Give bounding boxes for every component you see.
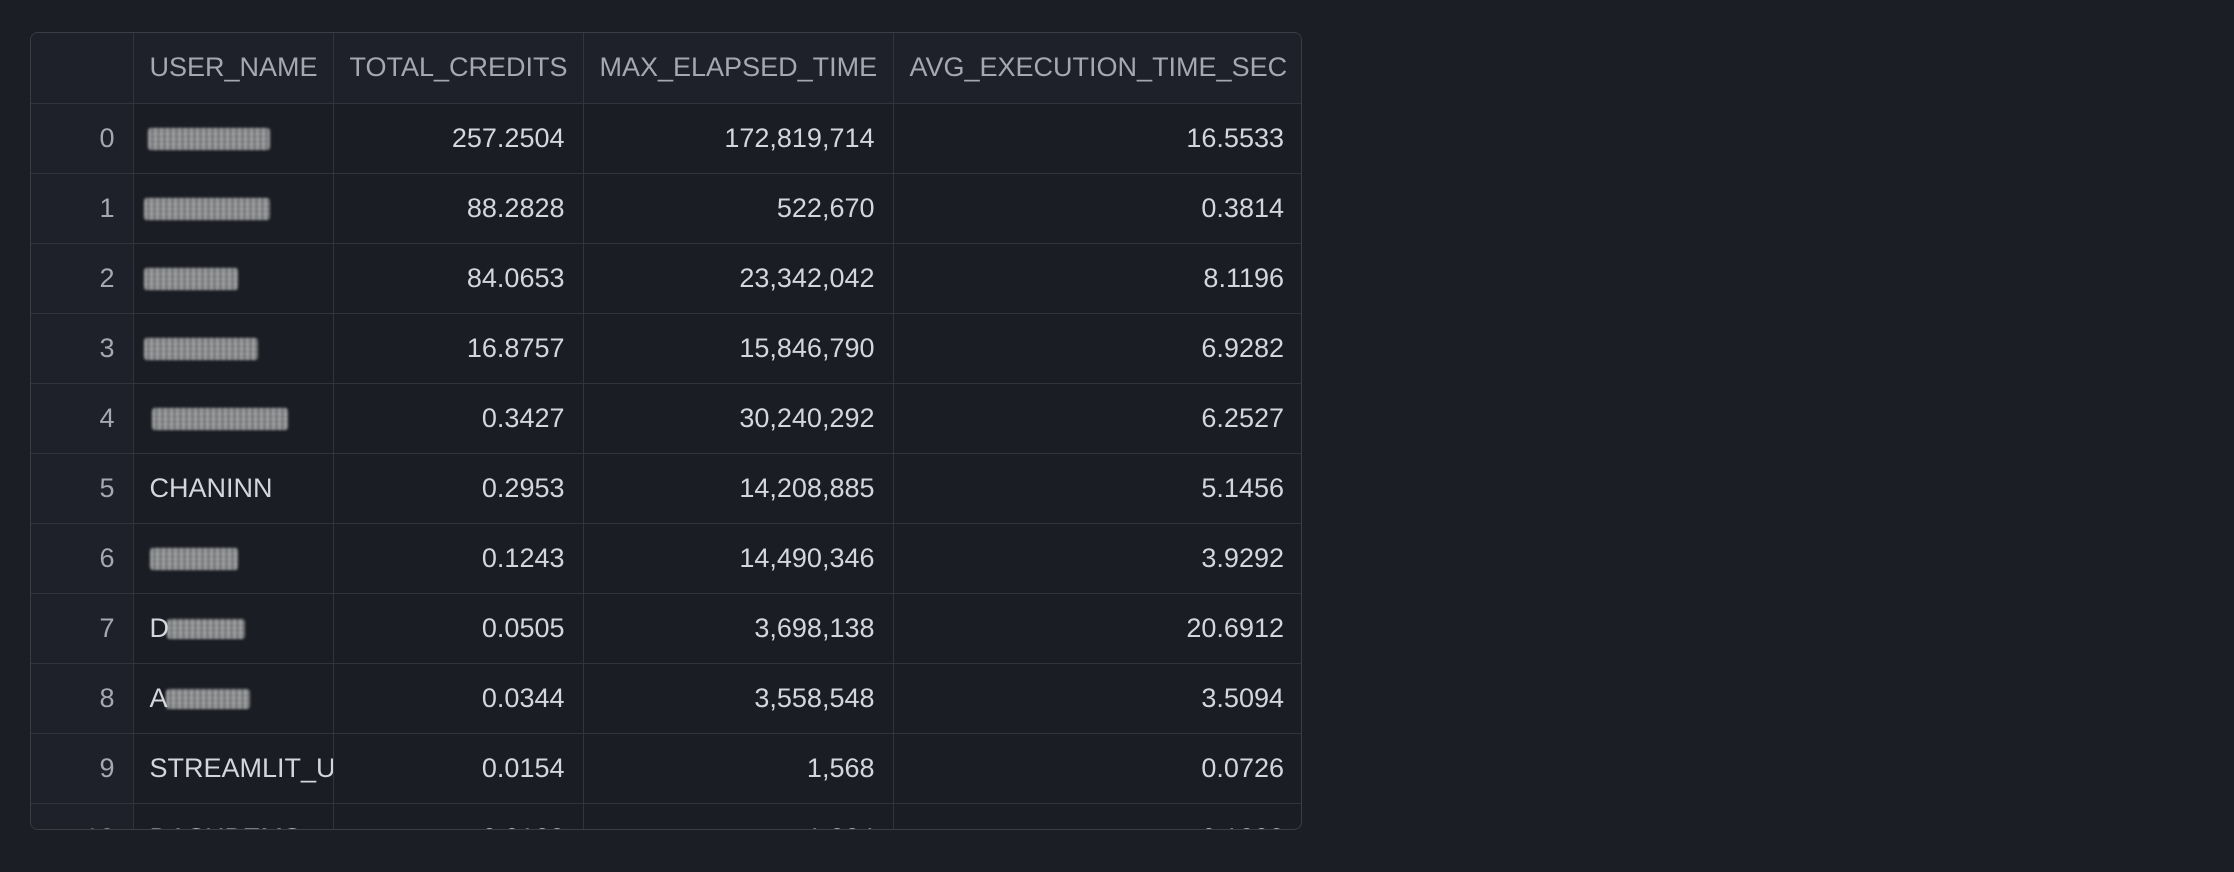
user-name-cell[interactable]: A <box>133 663 334 734</box>
user-name-cell[interactable] <box>133 173 334 244</box>
avg-execution-time-cell[interactable]: 0.1203 <box>893 803 1301 829</box>
redacted-text <box>143 338 258 361</box>
user-name-column-header[interactable]: USER_NAME <box>133 33 334 104</box>
max-elapsed-time-cell[interactable]: 3,558,548 <box>583 663 894 734</box>
table-row: 10 DASHBEMS 0.0123 1,324 0.1203 <box>31 803 1301 829</box>
table-row: 2 84.0653 23,342,042 8.1196 <box>31 243 1301 314</box>
row-index: 0 <box>31 103 134 174</box>
table-row: 3 16.8757 15,846,790 6.9282 <box>31 313 1301 384</box>
avg-execution-time-cell[interactable]: 20.6912 <box>893 593 1301 664</box>
table-row: 7 D 0.0505 3,698,138 20.6912 <box>31 593 1301 664</box>
table-row: 1 88.2828 522,670 0.3814 <box>31 173 1301 244</box>
table-row: 5 CHANINN 0.2953 14,208,885 5.1456 <box>31 453 1301 524</box>
redacted-text <box>165 689 250 710</box>
redacted-text <box>149 548 238 571</box>
user-name-cell[interactable]: CHANINN <box>133 453 334 524</box>
user-name-visible-part: D <box>149 612 170 643</box>
avg-execution-time-cell[interactable]: 3.5094 <box>893 663 1301 734</box>
total-credits-cell[interactable]: 257.2504 <box>333 103 584 174</box>
redacted-text <box>143 198 270 221</box>
max-elapsed-time-cell[interactable]: 522,670 <box>583 173 894 244</box>
row-index: 6 <box>31 523 134 594</box>
max-elapsed-time-cell[interactable]: 14,490,346 <box>583 523 894 594</box>
total-credits-column-header[interactable]: TOTAL_CREDITS <box>333 33 584 104</box>
total-credits-cell[interactable]: 0.1243 <box>333 523 584 594</box>
avg-execution-time-cell[interactable]: 6.2527 <box>893 383 1301 454</box>
table-row: 8 A 0.0344 3,558,548 3.5094 <box>31 663 1301 734</box>
max-elapsed-time-cell[interactable]: 23,342,042 <box>583 243 894 314</box>
total-credits-cell[interactable]: 84.0653 <box>333 243 584 314</box>
redacted-text <box>151 408 288 431</box>
max-elapsed-time-cell[interactable]: 14,208,885 <box>583 453 894 524</box>
table-row: 9 STREAMLIT_U 0.0154 1,568 0.0726 <box>31 733 1301 804</box>
max-elapsed-time-cell[interactable]: 30,240,292 <box>583 383 894 454</box>
total-credits-cell[interactable]: 0.0344 <box>333 663 584 734</box>
avg-execution-time-column-header[interactable]: AVG_EXECUTION_TIME_SEC <box>893 33 1301 104</box>
dataframe-grid[interactable]: USER_NAME TOTAL_CREDITS MAX_ELAPSED_TIME… <box>30 32 1302 830</box>
total-credits-cell[interactable]: 0.3427 <box>333 383 584 454</box>
row-index: 9 <box>31 733 134 804</box>
user-name-cell[interactable] <box>133 383 334 454</box>
results-table: USER_NAME TOTAL_CREDITS MAX_ELAPSED_TIME… <box>31 33 1301 829</box>
user-name-cell[interactable]: D <box>133 593 334 664</box>
total-credits-cell[interactable]: 0.0505 <box>333 593 584 664</box>
row-index: 2 <box>31 243 134 314</box>
user-name-cell[interactable] <box>133 523 334 594</box>
max-elapsed-time-column-header[interactable]: MAX_ELAPSED_TIME <box>583 33 894 104</box>
total-credits-cell[interactable]: 16.8757 <box>333 313 584 384</box>
table-row: 0 257.2504 172,819,714 16.5533 <box>31 103 1301 174</box>
row-index: 7 <box>31 593 134 664</box>
row-index: 5 <box>31 453 134 524</box>
total-credits-cell[interactable]: 0.2953 <box>333 453 584 524</box>
user-name-visible-part: A <box>149 682 168 713</box>
total-credits-cell[interactable]: 0.0154 <box>333 733 584 804</box>
avg-execution-time-cell[interactable]: 3.9292 <box>893 523 1301 594</box>
total-credits-cell[interactable]: 0.0123 <box>333 803 584 829</box>
avg-execution-time-cell[interactable]: 0.0726 <box>893 733 1301 804</box>
avg-execution-time-cell[interactable]: 8.1196 <box>893 243 1301 314</box>
max-elapsed-time-cell[interactable]: 3,698,138 <box>583 593 894 664</box>
max-elapsed-time-cell[interactable]: 15,846,790 <box>583 313 894 384</box>
user-name-cell[interactable] <box>133 243 334 314</box>
row-index: 8 <box>31 663 134 734</box>
redacted-text <box>147 128 270 151</box>
max-elapsed-time-cell[interactable]: 172,819,714 <box>583 103 894 174</box>
index-column-header[interactable] <box>31 33 134 104</box>
avg-execution-time-cell[interactable]: 6.9282 <box>893 313 1301 384</box>
max-elapsed-time-cell[interactable]: 1,568 <box>583 733 894 804</box>
row-index: 10 <box>31 803 134 829</box>
max-elapsed-time-cell[interactable]: 1,324 <box>583 803 894 829</box>
row-index: 1 <box>31 173 134 244</box>
user-name-cell[interactable] <box>133 313 334 384</box>
total-credits-cell[interactable]: 88.2828 <box>333 173 584 244</box>
redacted-text <box>167 619 245 640</box>
table-row: 6 0.1243 14,490,346 3.9292 <box>31 523 1301 594</box>
avg-execution-time-cell[interactable]: 0.3814 <box>893 173 1301 244</box>
user-name-cell[interactable]: DASHBEMS <box>133 803 334 829</box>
header-row: USER_NAME TOTAL_CREDITS MAX_ELAPSED_TIME… <box>31 33 1301 104</box>
redacted-text <box>143 268 238 291</box>
avg-execution-time-cell[interactable]: 16.5533 <box>893 103 1301 174</box>
table-row: 4 0.3427 30,240,292 6.2527 <box>31 383 1301 454</box>
row-index: 3 <box>31 313 134 384</box>
row-index: 4 <box>31 383 134 454</box>
user-name-cell[interactable] <box>133 103 334 174</box>
avg-execution-time-cell[interactable]: 5.1456 <box>893 453 1301 524</box>
user-name-cell[interactable]: STREAMLIT_U <box>133 733 334 804</box>
